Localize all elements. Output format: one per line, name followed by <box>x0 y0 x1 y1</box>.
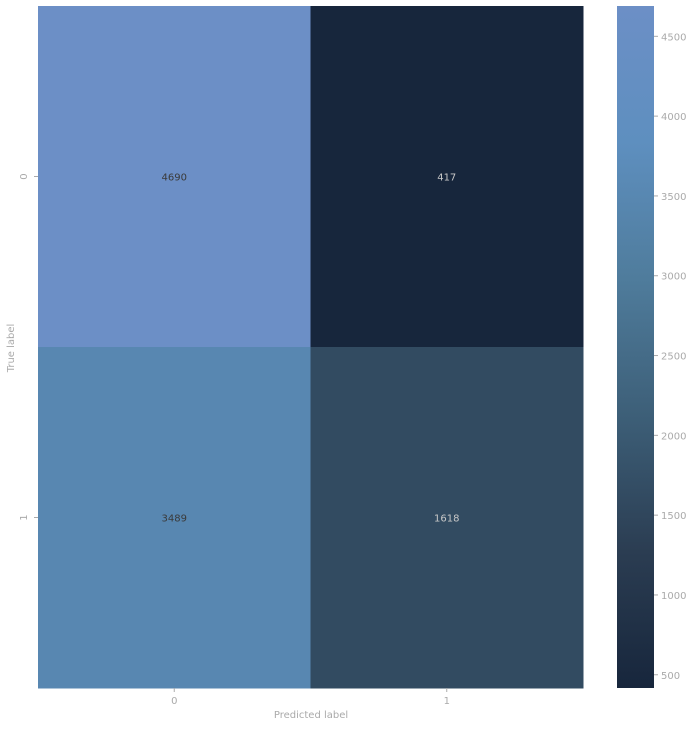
colorbar-tick-label: 2500 <box>661 352 686 363</box>
y-axis-label: True label <box>6 324 17 374</box>
heatmap-cell-0-1 <box>310 6 584 348</box>
colorbar-tick-label: 2000 <box>661 431 686 442</box>
cell-value-1-1: 1618 <box>434 514 459 525</box>
heatmap-cell-1-1 <box>310 347 584 689</box>
y-axis-ticks: 01 <box>19 173 38 521</box>
colorbar-tick-label: 3500 <box>661 192 686 203</box>
cell-annotations: 4690 417 3489 1618 <box>162 173 460 525</box>
colorbar <box>617 6 654 688</box>
cell-value-0-0: 4690 <box>162 173 187 184</box>
colorbar-tick-label: 500 <box>661 671 680 682</box>
cell-value-1-0: 3489 <box>162 514 187 525</box>
colorbar-ticks: 500 1000 1500 2000 2500 3000 3500 4000 4500 <box>654 32 686 682</box>
x-axis-label: Predicted label <box>274 710 348 721</box>
y-tick-label: 0 <box>19 173 30 179</box>
colorbar-tick-label: 3000 <box>661 272 686 283</box>
colorbar-tick-label: 1000 <box>661 591 686 602</box>
y-tick-label: 1 <box>19 514 30 520</box>
x-tick-label: 1 <box>444 696 450 707</box>
colorbar-tick-label: 1500 <box>661 511 686 522</box>
colorbar-tick-label: 4500 <box>661 32 686 43</box>
x-tick-label: 0 <box>171 696 177 707</box>
heatmap-cell-1-0 <box>38 347 311 689</box>
heatmap-cells <box>38 6 584 689</box>
cell-value-0-1: 417 <box>437 173 456 184</box>
colorbar-tick-label: 4000 <box>661 112 686 123</box>
heatmap-cell-0-0 <box>38 6 311 348</box>
